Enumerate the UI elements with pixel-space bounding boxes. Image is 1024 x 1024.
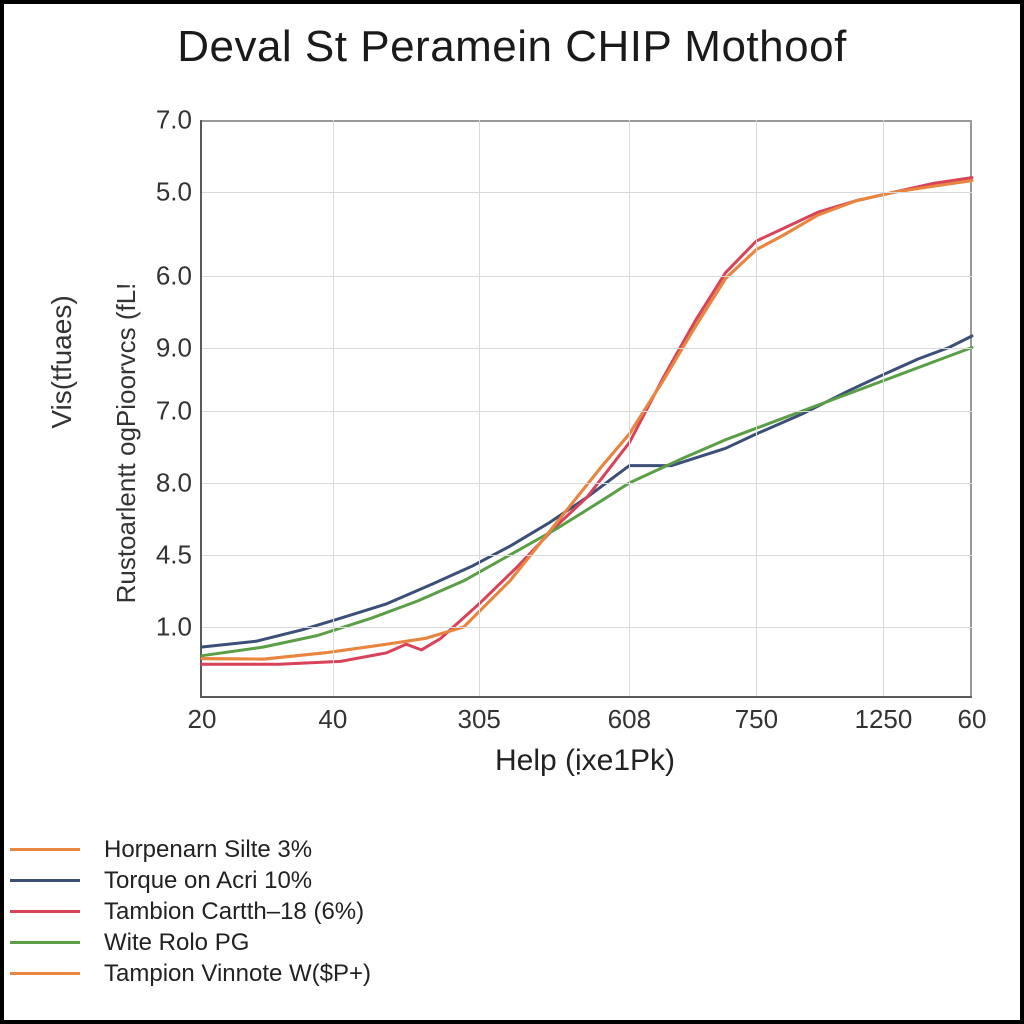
legend-swatch bbox=[10, 879, 80, 882]
plot-area: 7.05.06.09.07.08.04.51.02040305608750125… bbox=[200, 120, 972, 698]
y-axis-label-outer: Vis(tfuaes) bbox=[46, 295, 78, 428]
x-tick-label: 608 bbox=[608, 696, 651, 735]
gridline-vertical bbox=[756, 120, 757, 696]
gridline-horizontal bbox=[202, 627, 972, 628]
legend-label: Horpenarn Silte 3% bbox=[104, 836, 312, 864]
y-tick-label: 5.0 bbox=[156, 177, 202, 208]
gridline-horizontal bbox=[202, 411, 972, 412]
gridline-horizontal bbox=[202, 555, 972, 556]
y-tick-label: 4.5 bbox=[156, 539, 202, 570]
y-tick-label: 1.0 bbox=[156, 611, 202, 642]
legend-item: Tampion Vinnote W($P+) bbox=[10, 958, 371, 989]
x-tick-label: 1250 bbox=[855, 696, 913, 735]
gridline-horizontal bbox=[202, 483, 972, 484]
x-tick-label: 750 bbox=[735, 696, 778, 735]
legend-label: Tambion Cartth–18 (6%) bbox=[104, 898, 364, 926]
legend-item: Tambion Cartth–18 (6%) bbox=[10, 896, 371, 927]
legend-label: Torque on Acri 10% bbox=[104, 867, 312, 895]
legend-label: Wite Rolo PG bbox=[104, 929, 249, 957]
gridline-vertical bbox=[629, 120, 630, 696]
legend-swatch bbox=[10, 941, 80, 944]
y-tick-label: 6.0 bbox=[156, 260, 202, 291]
y-axis-label-inner: Rustoarlentt ogPioorvcs (fL! bbox=[111, 282, 142, 603]
series-line bbox=[202, 178, 972, 665]
legend-swatch bbox=[10, 848, 80, 851]
legend: Horpenarn Silte 3% Torque on Acri 10% Tamb… bbox=[10, 834, 371, 989]
legend-item: Wite Rolo PG bbox=[10, 927, 371, 958]
y-tick-label: 7.0 bbox=[156, 105, 202, 136]
series-line bbox=[202, 348, 972, 656]
gridline-vertical bbox=[333, 120, 334, 696]
gridline-vertical bbox=[883, 120, 884, 696]
gridline-horizontal bbox=[202, 348, 972, 349]
legend-item: Torque on Acri 10% bbox=[10, 865, 371, 896]
legend-swatch bbox=[10, 910, 80, 913]
legend-label: Tampion Vinnote W($P+) bbox=[104, 960, 371, 988]
chart-title: Deval St Peramein CHIP Mothoof bbox=[4, 22, 1020, 72]
gridline-vertical bbox=[479, 120, 480, 696]
y-tick-label: 9.0 bbox=[156, 332, 202, 363]
x-axis-label: Help (ịxe1Pk) bbox=[495, 744, 675, 778]
gridline-horizontal bbox=[202, 192, 972, 193]
chart-frame: Deval St Peramein CHIP Mothoof 7.05.06.0… bbox=[0, 0, 1024, 1024]
x-tick-label: 60 bbox=[958, 696, 987, 735]
gridline-horizontal bbox=[202, 276, 972, 277]
series-line bbox=[202, 181, 972, 660]
series-line bbox=[202, 336, 972, 647]
x-tick-label: 40 bbox=[318, 696, 347, 735]
x-tick-label: 305 bbox=[457, 696, 500, 735]
y-tick-label: 8.0 bbox=[156, 467, 202, 498]
legend-item: Horpenarn Silte 3% bbox=[10, 834, 371, 865]
y-tick-label: 7.0 bbox=[156, 395, 202, 426]
x-tick-label: 20 bbox=[188, 696, 217, 735]
legend-swatch bbox=[10, 972, 80, 975]
series-line bbox=[202, 181, 972, 660]
chart-lines bbox=[202, 120, 972, 696]
